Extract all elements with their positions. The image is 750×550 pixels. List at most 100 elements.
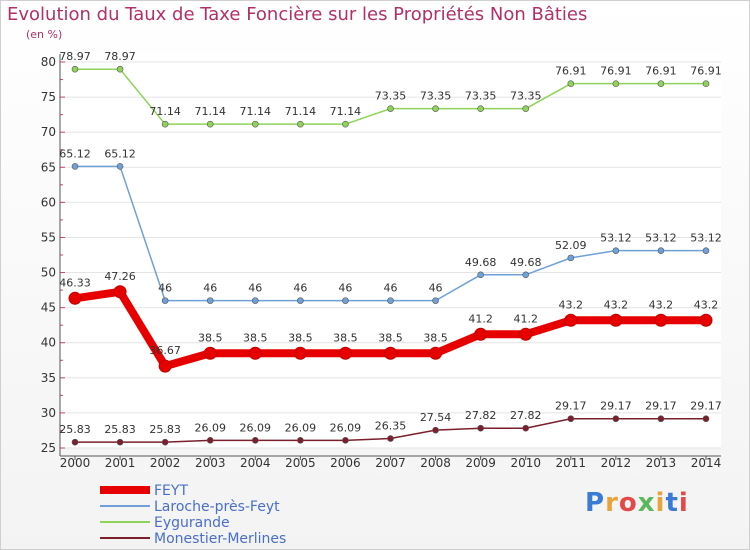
data-label: 46 [338, 282, 352, 295]
data-label: 29.17 [555, 400, 587, 413]
data-label: 52.09 [555, 239, 587, 252]
y-tick-label: 70 [41, 125, 56, 139]
x-tick-label: 2014 [691, 456, 722, 470]
data-point [251, 297, 259, 304]
data-label: 49.68 [510, 256, 542, 269]
data-point [567, 80, 575, 87]
y-tick-label: 60 [41, 195, 56, 209]
data-point [567, 254, 575, 262]
x-tick-label: 2001 [105, 456, 136, 470]
data-label: 38.5 [288, 331, 313, 344]
data-point [342, 437, 349, 444]
y-tick-label: 50 [41, 266, 56, 280]
y-tick-label: 30 [41, 406, 56, 420]
x-tick-label: 2005 [285, 456, 316, 470]
data-label: 71.14 [149, 105, 181, 118]
data-point [612, 247, 620, 254]
data-point [342, 297, 349, 304]
data-point [113, 285, 127, 299]
data-label: 26.35 [375, 420, 407, 433]
data-point [206, 437, 214, 444]
data-label: 78.97 [104, 50, 136, 63]
data-point [699, 313, 713, 327]
data-label: 76.91 [645, 65, 677, 78]
data-label: 43.2 [694, 298, 719, 311]
data-label: 43.2 [559, 298, 584, 311]
data-label: 29.17 [690, 400, 722, 413]
data-label: 38.5 [333, 331, 358, 344]
y-tick-label: 45 [41, 301, 56, 315]
x-tick-label: 2007 [375, 456, 406, 470]
data-point [387, 105, 394, 112]
data-label: 27.82 [465, 409, 497, 422]
data-point [567, 415, 575, 423]
legend-label: FEYT [154, 483, 188, 499]
x-tick-label: 2012 [601, 456, 632, 470]
data-point [612, 415, 620, 423]
data-label: 26.09 [330, 421, 362, 434]
data-label: 73.35 [465, 90, 497, 103]
data-label: 41.2 [513, 312, 538, 325]
data-label: 29.17 [600, 400, 632, 413]
data-point [609, 313, 623, 327]
data-point [654, 313, 668, 327]
data-label: 78.97 [59, 50, 91, 63]
logo-letter: t [665, 488, 679, 518]
data-label: 73.35 [510, 90, 542, 103]
y-tick-label: 35 [41, 371, 56, 385]
data-label: 65.12 [104, 147, 136, 160]
data-point [612, 80, 620, 87]
data-label: 38.5 [198, 331, 223, 344]
logo-letter: r [605, 488, 619, 518]
data-label: 27.82 [510, 409, 542, 422]
logo-letter: x [637, 488, 656, 518]
data-point [519, 327, 533, 341]
data-point [477, 105, 484, 112]
data-label: 46 [384, 282, 398, 295]
x-tick-label: 2011 [556, 456, 587, 470]
logo-letter: i [678, 488, 689, 518]
data-label: 26.09 [194, 421, 226, 434]
y-tick-label: 25 [41, 441, 56, 455]
data-point [387, 435, 394, 442]
data-point [297, 120, 304, 128]
x-tick-label: 2002 [150, 456, 181, 470]
data-label: 41.2 [468, 312, 493, 325]
logo-letter: o [618, 488, 638, 518]
data-label: 53.12 [645, 232, 677, 245]
data-label: 43.2 [604, 298, 629, 311]
data-label: 36.67 [149, 344, 181, 357]
x-tick-label: 2006 [330, 456, 361, 470]
logo-letter: P [585, 488, 606, 518]
data-point [71, 438, 79, 446]
data-point [248, 346, 262, 360]
data-label: 46.33 [59, 276, 91, 289]
data-label: 71.14 [194, 105, 226, 118]
data-label: 46 [203, 282, 217, 295]
data-point [116, 163, 124, 170]
data-point [71, 65, 79, 73]
data-point [206, 297, 214, 304]
data-label: 65.12 [59, 147, 91, 160]
data-label: 26.09 [285, 421, 317, 434]
legend-label: Laroche-près-Feyt [154, 499, 280, 515]
data-label: 73.35 [375, 90, 407, 103]
data-point [657, 80, 665, 87]
data-point [429, 346, 443, 360]
data-point [293, 346, 307, 360]
x-tick-label: 2013 [646, 456, 677, 470]
data-point [432, 297, 439, 304]
chart-title: Evolution du Taux de Taxe Foncière sur l… [7, 4, 588, 25]
data-label: 38.5 [243, 331, 268, 344]
data-label: 46 [293, 282, 307, 295]
data-label: 25.83 [59, 423, 91, 436]
data-point [657, 247, 665, 254]
data-label: 46 [429, 282, 443, 295]
data-label: 71.14 [285, 105, 317, 118]
logo-letter: i [655, 488, 666, 518]
data-point [342, 120, 349, 128]
data-point [477, 271, 484, 279]
data-label: 27.54 [420, 411, 452, 424]
data-point [522, 424, 530, 432]
